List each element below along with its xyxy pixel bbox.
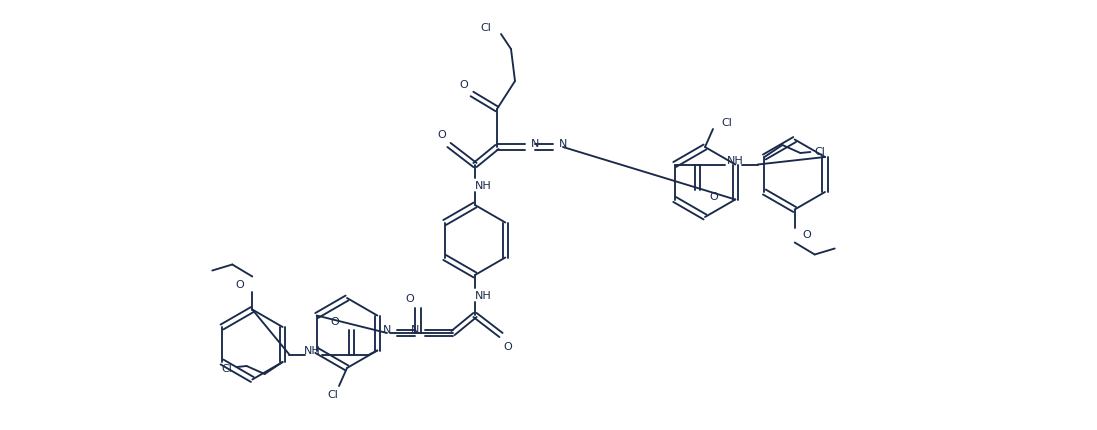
Text: Cl: Cl xyxy=(814,147,825,157)
Text: NH: NH xyxy=(475,181,491,190)
Text: N: N xyxy=(410,324,419,334)
Text: Cl: Cl xyxy=(328,389,339,399)
Text: NH: NH xyxy=(475,290,491,300)
Text: O: O xyxy=(406,293,415,303)
Text: O: O xyxy=(803,230,812,240)
Text: O: O xyxy=(460,80,468,90)
Text: Cl: Cl xyxy=(721,118,732,128)
Text: O: O xyxy=(236,280,245,290)
Text: NH: NH xyxy=(726,156,744,166)
Text: O: O xyxy=(330,317,339,327)
Text: N: N xyxy=(559,139,567,149)
Text: O: O xyxy=(710,191,719,201)
Text: N: N xyxy=(531,139,540,149)
Text: Cl: Cl xyxy=(222,363,233,373)
Text: O: O xyxy=(504,341,512,351)
Text: NH: NH xyxy=(304,346,320,356)
Text: O: O xyxy=(438,130,446,140)
Text: Cl: Cl xyxy=(480,23,491,33)
Text: N: N xyxy=(383,324,391,334)
